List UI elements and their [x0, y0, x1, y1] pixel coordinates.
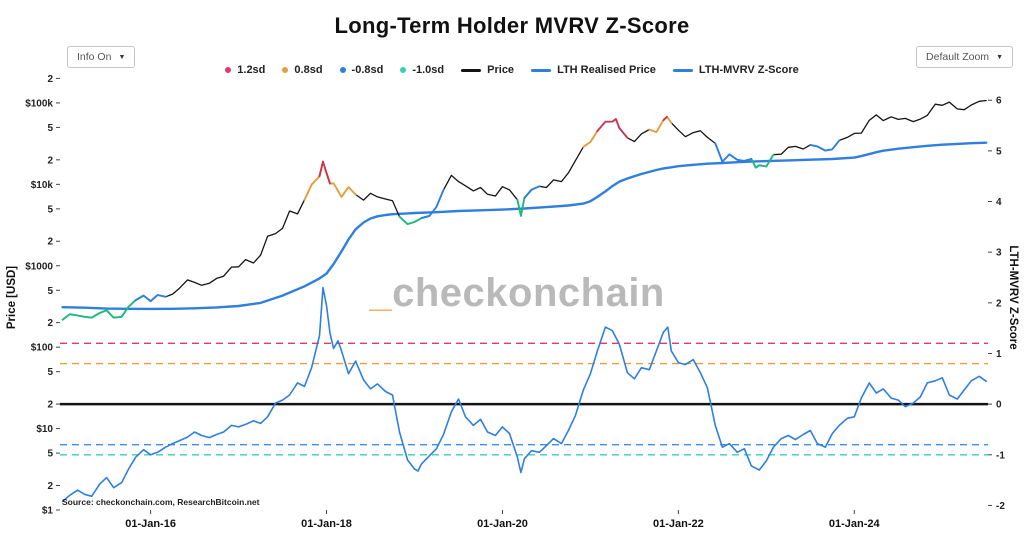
price-tick-label: 5 — [47, 123, 53, 134]
z-axis-title: LTH-MVRV Z-Score — [1007, 245, 1019, 349]
legend-item-neg-1-0sd[interactable]: -1.0sd — [400, 64, 444, 76]
chevron-down-icon: ▼ — [118, 53, 126, 61]
color-dot-icon — [400, 67, 407, 73]
info-on-button[interactable]: Info On ▼ — [67, 46, 136, 68]
price-tick-label: 2 — [47, 155, 53, 166]
legend-item-label: -0.8sd — [351, 64, 384, 76]
price-overlay-0.8sd — [648, 115, 673, 134]
price-overlay--0.8sd — [420, 188, 445, 220]
legend-item-0-8sd[interactable]: 0.8sd — [282, 64, 323, 76]
price-overlay-0.8sd — [325, 171, 357, 198]
price-tick-label: 2 — [47, 400, 53, 411]
price-tick-label: 5 — [47, 286, 53, 297]
legend-item-1-2sd[interactable]: 1.2sd — [225, 64, 265, 76]
z-tick-label: -2 — [996, 501, 1005, 512]
price-tick-label: 5 — [47, 204, 53, 215]
price-tick-label: $10k — [31, 180, 54, 191]
x-tick-label: 01-Jan-18 — [301, 518, 352, 530]
color-dot-icon — [282, 67, 289, 73]
chevron-down-icon: ▼ — [996, 53, 1003, 61]
legend-item-label: Price — [487, 64, 515, 76]
color-dot-icon — [225, 67, 232, 73]
price-tick-label: $1 — [42, 506, 54, 517]
price-overlay-1.2sd — [596, 118, 629, 139]
price-tick-label: 2 — [47, 481, 53, 492]
price-overlay--1.0sd — [61, 294, 145, 321]
info-on-label: Info On — [77, 51, 112, 63]
price-tick-label: 2 — [47, 318, 53, 329]
price-tick-label: $100k — [25, 98, 53, 109]
price-overlay--0.8sd — [523, 185, 541, 199]
page-title: Long-Term Holder MVRV Z-Score — [334, 13, 690, 38]
z-tick-label: 6 — [996, 96, 1002, 107]
price-tick-label: 2 — [47, 74, 53, 85]
legend-item-label: LTH-MVRV Z-Score — [698, 64, 799, 76]
price-tick-label: 5 — [47, 367, 53, 378]
x-tick-label: 01-Jan-24 — [829, 518, 881, 530]
watermark-text: checkonchain — [392, 271, 665, 315]
price-tick-label: $10 — [36, 424, 53, 435]
lth-realised-price-line — [61, 141, 988, 311]
watermark: _checkonchain — [369, 271, 665, 316]
price-overlay--0.8sd — [134, 294, 167, 303]
z-tick-label: 4 — [996, 197, 1002, 208]
lth-mvrv-zscore-line — [61, 286, 987, 503]
legend-item-neg-0-8sd[interactable]: -0.8sd — [339, 64, 384, 76]
z-tick-label: -1 — [996, 450, 1005, 461]
legend-item-price[interactable]: Price — [461, 64, 514, 76]
price-overlay-1.2sd — [662, 115, 668, 122]
line-swatch-icon — [672, 68, 693, 72]
legend-item-lth-realised-price[interactable]: LTH Realised Price — [531, 64, 656, 76]
x-tick-label: 01-Jan-22 — [653, 518, 704, 530]
price-overlay--0.8sd — [809, 139, 841, 152]
legend-item-label: 1.2sd — [237, 64, 266, 76]
z-tick-label: 2 — [996, 298, 1002, 309]
line-swatch-icon — [531, 68, 552, 72]
price-overlay--0.8sd — [714, 142, 753, 163]
z-tick-label: 1 — [996, 349, 1002, 360]
source-note: Source: checkonchain.com, ResearchBitcoi… — [62, 497, 260, 507]
price-line — [61, 99, 987, 321]
legend-item-lth-mvrv-zscore[interactable]: LTH-MVRV Z-Score — [672, 64, 799, 76]
price-overlay-0.8sd — [303, 160, 324, 201]
line-swatch-icon — [461, 68, 482, 72]
price-overlay-0.8sd — [582, 130, 599, 148]
legend-item-label: LTH Realised Price — [557, 64, 656, 76]
price-axis-title: Price [USD] — [6, 266, 18, 329]
price-overlay-1.2sd — [318, 160, 331, 185]
default-zoom-button[interactable]: Default Zoom ▼ — [916, 46, 1013, 68]
legend-item-label: -1.0sd — [412, 64, 445, 76]
price-tick-label: $100 — [31, 343, 54, 354]
z-tick-label: 0 — [996, 400, 1002, 411]
z-tick-label: 5 — [996, 146, 1002, 157]
z-tick-label: 3 — [996, 248, 1002, 259]
x-tick-label: 01-Jan-20 — [477, 518, 528, 530]
price-tick-label: 5 — [47, 449, 53, 460]
price-tick-label: 2 — [47, 237, 53, 248]
x-tick-label: 01-Jan-16 — [125, 518, 176, 530]
color-dot-icon — [339, 67, 346, 73]
legend: 1.2sd 0.8sd -0.8sd -1.0sd Price LTH Real… — [0, 64, 1024, 76]
legend-item-label: 0.8sd — [294, 64, 323, 76]
watermark-underscore: _ — [369, 271, 393, 315]
price-tick-label: $1000 — [25, 261, 53, 272]
default-zoom-label: Default Zoom — [926, 51, 990, 63]
